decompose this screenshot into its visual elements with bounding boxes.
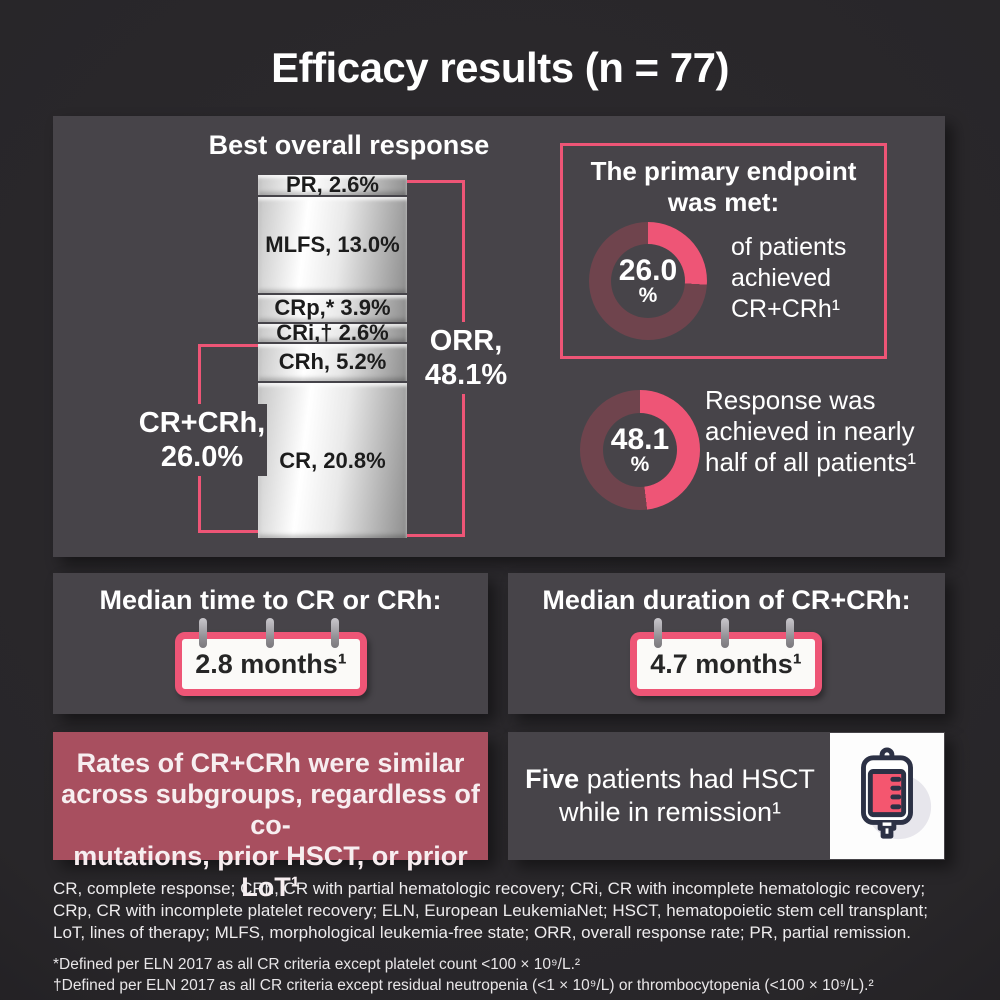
median-time-value: 2.8 months¹ xyxy=(195,648,347,679)
abbreviation-line: LoT, lines of therapy; MLFS, morphologic… xyxy=(53,923,911,942)
response-donut-chart: 48.1 % xyxy=(580,390,700,510)
median-time-box: Median time to CR or CRh: 2.8 months¹ xyxy=(53,573,488,714)
bar-segment-cri: CRi,† 2.6% xyxy=(258,320,407,345)
donut-hole: 48.1 % xyxy=(603,413,677,487)
donut-percent-sign: % xyxy=(638,283,658,307)
best-overall-response-panel: Best overall response PR, 2.6% MLFS, 13.… xyxy=(53,116,945,557)
hsct-text-bold: Five xyxy=(525,764,580,794)
definition-line: †Defined per ELN 2017 as all CR criteria… xyxy=(53,977,874,994)
stacked-bar: PR, 2.6% MLFS, 13.0% CRp,* 3.9% CRi,† 2.… xyxy=(258,172,407,539)
crcrh-label-line2: 26.0% xyxy=(160,441,244,473)
bar-segment-pr: PR, 2.6% xyxy=(258,172,407,197)
crcrh-donut-chart: 26.0 % xyxy=(589,222,707,340)
subgroups-text: Rates of CR+CRh were similar across subg… xyxy=(53,748,488,903)
primary-endpoint-heading: The primary endpoint was met: xyxy=(590,156,857,217)
footnotes: CR, complete response; CRh, CR with part… xyxy=(53,878,953,996)
calendar-pin-icon xyxy=(331,618,339,648)
median-duration-heading: Median duration of CR+CRh: xyxy=(542,585,911,615)
hsct-text-rest: patients had HSCT while in remission¹ xyxy=(558,764,815,827)
subgroups-line3: mutations, prior HSCT, or prior LoT¹ xyxy=(73,841,468,902)
bar-segment-crp: CRp,* 3.9% xyxy=(258,292,407,323)
median-time-heading: Median time to CR or CRh: xyxy=(99,585,442,615)
bar-chart-title: Best overall response xyxy=(208,130,490,160)
subgroups-line2: across subgroups, regardless of co- xyxy=(61,779,480,840)
abbreviation-line: CRp, CR with incomplete platelet recover… xyxy=(53,901,928,920)
hsct-text: Five patients had HSCT while in remissio… xyxy=(514,763,826,829)
hsct-callout-box: Five patients had HSCT while in remissio… xyxy=(508,732,945,860)
donut-hole: 26.0 % xyxy=(611,244,685,318)
crcrh-bracket-label: CR+CRh, 26.0% xyxy=(137,404,267,476)
median-duration-box: Median duration of CR+CRh: 4.7 months¹ xyxy=(508,573,945,714)
donut-value: 26.0 xyxy=(618,253,678,287)
calendar-pin-icon xyxy=(266,618,274,648)
donut-percent-sign: % xyxy=(630,452,650,476)
orr-bracket-label: ORR, 48.1% xyxy=(408,322,524,394)
definition-line: *Defined per ELN 2017 as all CR criteria… xyxy=(53,956,581,973)
calendar-pin-icon xyxy=(199,618,207,648)
subgroups-line1: Rates of CR+CRh were similar xyxy=(76,748,465,778)
bar-segment-crh: CRh, 5.2% xyxy=(258,341,407,382)
iv-bag-icon-tile xyxy=(830,733,944,859)
bar-segment-mlfs: MLFS, 13.0% xyxy=(258,194,407,293)
abbreviation-line: CR, complete response; CRh, CR with part… xyxy=(53,879,926,898)
crcrh-label-line1: CR+CRh, xyxy=(138,407,266,439)
page-title: Efficacy results (n = 77) xyxy=(271,44,729,91)
iv-bag-icon xyxy=(861,747,932,840)
primary-endpoint-caption: of patients achieved CR+CRh¹ xyxy=(731,233,847,323)
orr-label-line1: ORR, xyxy=(429,325,503,357)
response-donut-caption: Response was achieved in nearly half of … xyxy=(705,385,917,477)
donut-value: 48.1 xyxy=(610,422,670,456)
bar-segment-cr: CR, 20.8% xyxy=(258,381,407,539)
primary-endpoint-box: The primary endpoint was met: 26.0 % of … xyxy=(560,143,887,359)
calendar-pin-icon xyxy=(721,618,729,648)
subgroups-callout-box: Rates of CR+CRh were similar across subg… xyxy=(53,732,488,902)
calendar-pin-icon xyxy=(654,618,662,648)
calendar-pin-icon xyxy=(786,618,794,648)
orr-label-line2: 48.1% xyxy=(424,359,508,391)
median-duration-value: 4.7 months¹ xyxy=(650,648,802,679)
